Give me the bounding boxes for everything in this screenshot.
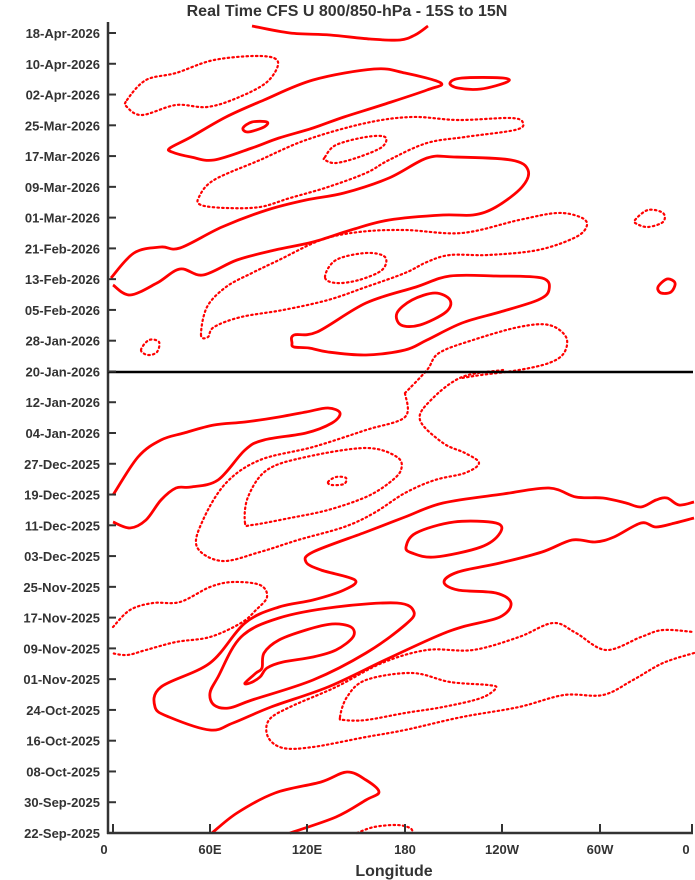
contour-negative-line [196,115,525,210]
y-tick-label: 27-Dec-2025 [24,457,100,472]
x-axis-ticks: 0 60E 120E 180 120W 60W 0 [100,824,693,857]
y-tick-label: 13-Feb-2026 [25,272,100,287]
y-tick-label: 20-Jan-2026 [26,364,100,379]
y-tick-label: 30-Sep-2025 [24,795,100,810]
y-tick-label: 08-Oct-2025 [26,764,100,779]
x-tick-label: 120W [485,842,520,857]
contour-negative-line [109,580,269,657]
contour-positive-line [404,519,504,559]
y-tick-label: 28-Jan-2026 [26,334,100,349]
contour-positive-line [152,486,695,732]
contour-negative-line [633,208,666,229]
y-tick-label: 22-Sep-2025 [24,826,100,841]
contour-positive-line [211,770,381,835]
x-tick-label: 120E [292,842,323,857]
y-tick-label: 24-Oct-2025 [26,703,100,718]
y-tick-label: 17-Mar-2026 [25,149,100,164]
contour-negative-line [194,368,505,563]
contour-negative-line [265,621,695,751]
y-tick-label: 11-Dec-2025 [25,518,100,533]
contour-layer [109,24,695,835]
x-tick-label: 60E [198,842,221,857]
contour-positive-line [243,622,356,686]
contour-negative-line [243,446,403,528]
contour-positive-line [166,67,444,162]
x-tick-label: 0 [100,842,107,857]
y-tick-label: 17-Nov-2025 [23,611,100,626]
contour-negative-line [123,54,280,117]
contour-negative-line [199,211,589,340]
y-tick-label: 18-Apr-2026 [26,26,100,41]
y-tick-label: 01-Nov-2025 [23,672,100,687]
contour-negative-line [323,251,388,285]
y-tick-label: 09-Mar-2026 [25,180,100,195]
contour-negative-line [139,338,161,357]
chart-title: Real Time CFS U 800/850-hPa - 15S to 15N [187,3,508,20]
y-axis-ticks: 22-Sep-2025 30-Sep-2025 08-Oct-2025 16-Oct-… [23,26,116,841]
contour-positive-line [290,273,551,357]
contour-negative-line [403,323,569,395]
contour-positive-line [394,291,453,328]
y-tick-label: 16-Oct-2025 [26,734,100,749]
y-tick-label: 25-Nov-2025 [23,580,100,595]
y-tick-label: 01-Mar-2026 [25,211,100,226]
contour-positive-line [241,119,270,134]
y-tick-label: 05-Feb-2026 [25,303,100,318]
y-tick-label: 19-Dec-2025 [24,488,100,503]
y-tick-label: 25-Mar-2026 [25,118,100,133]
x-axis-label: Longitude [355,863,432,880]
contour-positive-line [109,154,530,297]
contour-positive-line [448,76,511,91]
x-tick-label: 0 [682,842,689,857]
y-tick-label: 03-Dec-2025 [24,549,100,564]
y-tick-label: 09-Nov-2025 [23,641,100,656]
contour-positive-line [208,601,416,710]
contour-negative-line [338,671,498,722]
x-tick-label: 180 [394,842,416,857]
contour-positive-line [251,24,429,42]
contour-positive-line [656,277,677,295]
y-tick-label: 10-Apr-2026 [26,57,100,72]
contour-negative-line [322,134,388,165]
y-tick-label: 04-Jan-2026 [26,426,100,441]
contour-negative-line [355,823,415,835]
contour-negative-line [326,475,348,487]
y-tick-label: 12-Jan-2026 [26,395,100,410]
contour-positive-line [111,406,342,530]
y-tick-label: 02-Apr-2026 [26,88,100,103]
y-tick-label: 21-Feb-2026 [25,241,100,256]
x-tick-label: 60W [587,842,614,857]
